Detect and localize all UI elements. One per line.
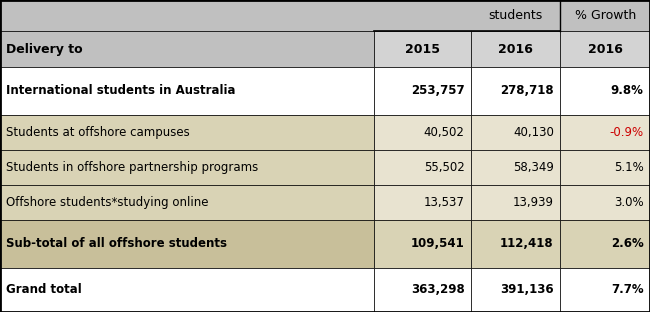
Bar bbox=[0, 0, 650, 31]
Text: 13,537: 13,537 bbox=[424, 196, 465, 209]
Text: Students in offshore partnership programs: Students in offshore partnership program… bbox=[6, 161, 259, 174]
Bar bbox=[471, 185, 560, 220]
Bar bbox=[560, 220, 650, 268]
Bar bbox=[374, 220, 471, 268]
Text: Students at offshore campuses: Students at offshore campuses bbox=[6, 126, 190, 139]
Bar bbox=[374, 115, 471, 150]
Text: 109,541: 109,541 bbox=[411, 237, 465, 251]
Text: students: students bbox=[489, 9, 543, 22]
Text: 9.8%: 9.8% bbox=[610, 84, 643, 97]
Bar bbox=[374, 150, 471, 185]
Bar bbox=[0, 67, 374, 115]
Bar bbox=[374, 67, 471, 115]
Bar bbox=[471, 150, 560, 185]
Bar bbox=[0, 31, 374, 67]
Bar bbox=[471, 268, 560, 312]
Bar bbox=[0, 185, 374, 220]
Text: 2016: 2016 bbox=[499, 43, 533, 56]
Bar bbox=[560, 150, 650, 185]
Text: Delivery to: Delivery to bbox=[6, 43, 83, 56]
Bar bbox=[560, 185, 650, 220]
Text: 3.0%: 3.0% bbox=[614, 196, 644, 209]
Bar bbox=[0, 220, 374, 268]
Text: Sub-total of all offshore students: Sub-total of all offshore students bbox=[6, 237, 227, 251]
Text: 40,502: 40,502 bbox=[424, 126, 465, 139]
Bar bbox=[374, 31, 471, 67]
Text: Offshore students*studying online: Offshore students*studying online bbox=[6, 196, 209, 209]
Text: 2016: 2016 bbox=[588, 43, 623, 56]
Bar bbox=[0, 115, 374, 150]
Bar bbox=[471, 31, 560, 67]
Text: Grand total: Grand total bbox=[6, 283, 83, 296]
Text: 363,298: 363,298 bbox=[411, 283, 465, 296]
Bar bbox=[0, 150, 374, 185]
Bar bbox=[560, 31, 650, 67]
Text: 40,130: 40,130 bbox=[513, 126, 554, 139]
Text: 2015: 2015 bbox=[405, 43, 440, 56]
Text: % Growth: % Growth bbox=[575, 9, 636, 22]
Bar bbox=[560, 115, 650, 150]
Text: 5.1%: 5.1% bbox=[614, 161, 644, 174]
Text: 2.6%: 2.6% bbox=[611, 237, 644, 251]
Text: 253,757: 253,757 bbox=[411, 84, 465, 97]
Bar bbox=[374, 185, 471, 220]
Bar bbox=[471, 115, 560, 150]
Bar bbox=[374, 268, 471, 312]
Text: -0.9%: -0.9% bbox=[609, 126, 644, 139]
Text: 7.7%: 7.7% bbox=[611, 283, 644, 296]
Bar bbox=[560, 268, 650, 312]
Bar bbox=[0, 268, 374, 312]
Text: 55,502: 55,502 bbox=[424, 161, 465, 174]
Text: 58,349: 58,349 bbox=[513, 161, 554, 174]
Text: 391,136: 391,136 bbox=[500, 283, 554, 296]
Text: 13,939: 13,939 bbox=[513, 196, 554, 209]
Bar bbox=[471, 220, 560, 268]
Text: International students in Australia: International students in Australia bbox=[6, 84, 236, 97]
Text: 112,418: 112,418 bbox=[500, 237, 554, 251]
Bar bbox=[471, 67, 560, 115]
Text: 278,718: 278,718 bbox=[500, 84, 554, 97]
Bar bbox=[560, 67, 650, 115]
